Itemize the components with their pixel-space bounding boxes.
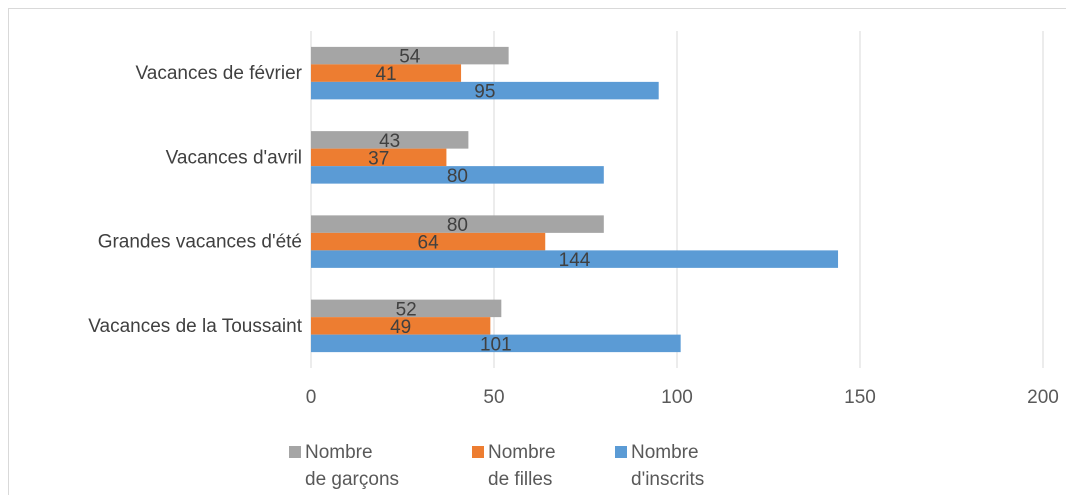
legend-swatch: [472, 446, 484, 458]
legend-label: de garçons: [305, 469, 399, 490]
data-label: 52: [396, 299, 417, 320]
bar: [311, 46, 509, 65]
legend-label: Nombre: [488, 442, 556, 463]
bars: [311, 46, 839, 353]
category-label: Grandes vacances d'été: [98, 232, 302, 253]
data-label: 80: [447, 215, 468, 236]
bar: [311, 166, 604, 184]
x-tick-label: 150: [844, 387, 876, 408]
x-tick-label: 50: [483, 387, 504, 408]
chart-area: 52 49 101 80 64 144 43 37 80 54 41 95 0 50 100 150 200 V…: [8, 8, 1066, 495]
bar: [311, 250, 839, 268]
bar: [311, 148, 447, 167]
legend-label: de filles: [488, 469, 552, 490]
bar: [311, 317, 491, 335]
data-label: 49: [390, 317, 411, 338]
data-label: 101: [480, 334, 512, 355]
legend-swatch: [615, 446, 627, 458]
data-label: 64: [418, 233, 440, 254]
data-label: 95: [474, 82, 495, 103]
data-label: 37: [368, 148, 389, 169]
axes: 0 50 100 150 200 Vacances de la Toussaint Gran…: [88, 63, 1059, 408]
category-label: Vacances de la Toussaint: [88, 316, 302, 337]
x-tick-label: 0: [306, 387, 317, 408]
legend: Nombre de garçons Nombre de filles Nombre d'i…: [289, 442, 704, 490]
data-label: 43: [379, 131, 400, 152]
data-label: 144: [559, 250, 591, 271]
category-label: Vacances de février: [135, 63, 302, 84]
bar: [311, 215, 604, 233]
legend-label: Nombre: [305, 442, 373, 463]
legend-label: Nombre: [631, 442, 699, 463]
bar: [311, 299, 502, 318]
x-tick-label: 100: [661, 387, 693, 408]
bar: [311, 81, 659, 100]
data-label: 41: [375, 64, 396, 85]
data-label: 54: [399, 47, 421, 68]
category-label: Vacances d'avril: [166, 147, 302, 168]
x-tick-label: 200: [1027, 387, 1059, 408]
data-label: 80: [447, 166, 468, 187]
bar: [311, 64, 462, 82]
bar: [311, 232, 546, 251]
legend-label: d'inscrits: [631, 469, 704, 490]
bar: [311, 334, 681, 353]
legend-swatch: [289, 446, 301, 458]
bar: [311, 131, 469, 149]
